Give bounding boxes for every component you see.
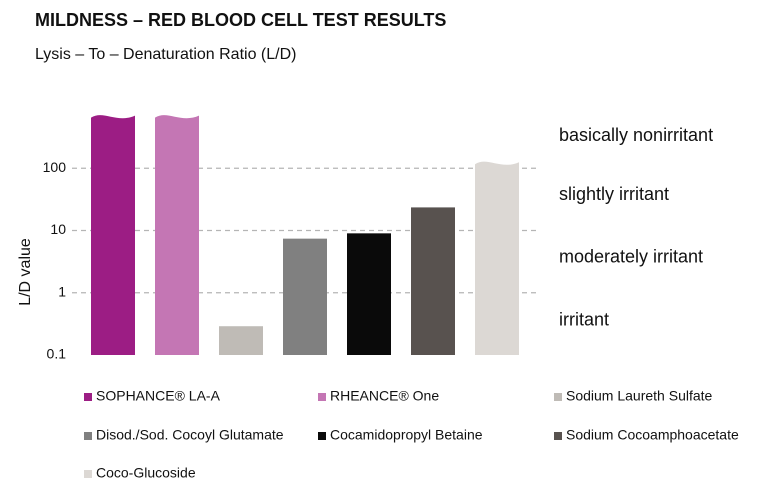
bar [283,238,327,355]
legend-label: SOPHANCE® LA-A [96,388,221,404]
y-tick-label: 10 [50,221,66,237]
legend-swatch [84,432,92,440]
bar [475,161,519,355]
y-tick-label: 0.1 [47,346,67,362]
legend-label: Sodium Laureth Sulfate [566,388,713,404]
legend-label: Sodium Cocoamphoacetate [566,427,739,443]
bar [411,207,455,355]
legend-swatch [554,432,562,440]
zone-label: basically nonirritant [559,125,713,145]
zone-label: irritant [559,310,609,330]
bar [347,233,391,355]
legend-swatch [84,393,92,401]
legend-label: RHEANCE® One [330,388,439,404]
legend-swatch [318,432,326,440]
y-tick-label: 1 [58,283,66,299]
bar [219,326,263,355]
legend-swatch [554,393,562,401]
legend-label: Cocamidopropyl Betaine [330,427,483,443]
zone-label: moderately irritant [559,246,703,266]
chart-subtitle: Lysis – To – Denaturation Ratio (L/D) [35,46,296,63]
legend-swatch [318,393,326,401]
legend-label: Coco-Glucoside [96,465,196,481]
chart-title: MILDNESS – RED BLOOD CELL TEST RESULTS [35,10,446,30]
bar [91,115,135,355]
y-tick-label: 100 [43,159,67,175]
legend-swatch [84,470,92,478]
zone-label: slightly irritant [559,184,669,204]
bar [155,115,199,355]
legend-label: Disod./Sod. Cocoyl Glutamate [96,427,284,443]
y-axis-label: L/D value [17,238,34,306]
